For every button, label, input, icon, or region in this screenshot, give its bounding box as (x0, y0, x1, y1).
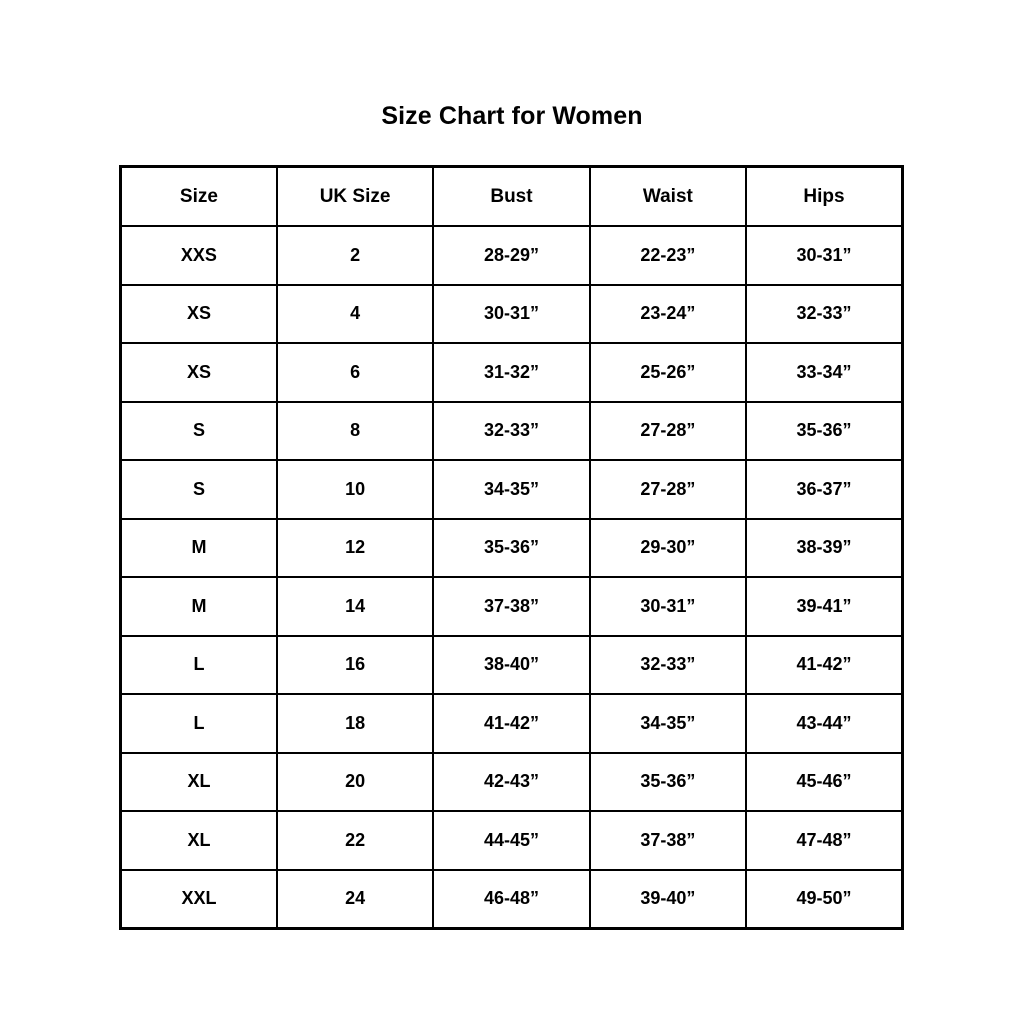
cell-hips: 32-33” (745, 283, 904, 344)
table-header-row: Size UK Size Bust Waist Hips (119, 165, 904, 227)
cell-size: XS (119, 342, 278, 403)
cell-uk-size: 16 (275, 634, 435, 695)
cell-hips: 36-37” (745, 459, 904, 520)
cell-size: M (119, 576, 278, 637)
cell-hips: 30-31” (745, 225, 904, 286)
table-row: XS 4 30-31” 23-24” 32-33” (119, 283, 904, 344)
cell-hips: 38-39” (745, 517, 904, 578)
cell-uk-size: 10 (275, 459, 435, 520)
table-row: XXS 2 28-29” 22-23” 30-31” (119, 225, 904, 286)
cell-waist: 35-36” (588, 751, 748, 812)
cell-size: L (119, 634, 278, 695)
cell-waist: 37-38” (588, 810, 748, 871)
cell-bust: 35-36” (432, 517, 591, 578)
column-header-hips: Hips (745, 165, 904, 227)
cell-uk-size: 2 (275, 225, 435, 286)
cell-size: XL (119, 810, 278, 871)
table-row: M 12 35-36” 29-30” 38-39” (119, 517, 904, 578)
cell-uk-size: 8 (275, 400, 435, 461)
column-header-uk-size: UK Size (275, 165, 435, 227)
cell-hips: 41-42” (745, 634, 904, 695)
cell-bust: 42-43” (432, 751, 591, 812)
cell-size: XXS (119, 225, 278, 286)
cell-waist: 25-26” (588, 342, 748, 403)
table-row: XL 20 42-43” 35-36” 45-46” (119, 751, 904, 812)
table-row: XXL 24 46-48” 39-40” 49-50” (119, 868, 904, 930)
table-row: L 16 38-40” 32-33” 41-42” (119, 634, 904, 695)
cell-waist: 22-23” (588, 225, 748, 286)
cell-bust: 30-31” (432, 283, 591, 344)
cell-hips: 39-41” (745, 576, 904, 637)
cell-bust: 28-29” (432, 225, 591, 286)
cell-bust: 31-32” (432, 342, 591, 403)
table-header: Size UK Size Bust Waist Hips (119, 165, 904, 227)
cell-hips: 45-46” (745, 751, 904, 812)
cell-waist: 32-33” (588, 634, 748, 695)
cell-uk-size: 18 (275, 693, 435, 754)
cell-bust: 34-35” (432, 459, 591, 520)
cell-uk-size: 4 (275, 283, 435, 344)
size-chart-table-container: Size UK Size Bust Waist Hips XXS 2 28-29… (119, 165, 904, 930)
page-title: Size Chart for Women (381, 102, 643, 130)
column-header-size: Size (119, 165, 278, 227)
cell-size: XL (119, 751, 278, 812)
cell-hips: 49-50” (745, 868, 904, 930)
cell-size: L (119, 693, 278, 754)
cell-hips: 33-34” (745, 342, 904, 403)
cell-bust: 37-38” (432, 576, 591, 637)
table-row: L 18 41-42” 34-35” 43-44” (119, 693, 904, 754)
table-row: S 10 34-35” 27-28” 36-37” (119, 459, 904, 520)
cell-bust: 32-33” (432, 400, 591, 461)
cell-waist: 39-40” (588, 868, 748, 930)
size-chart-table: Size UK Size Bust Waist Hips XXS 2 28-29… (119, 165, 904, 930)
cell-bust: 44-45” (432, 810, 591, 871)
cell-hips: 35-36” (745, 400, 904, 461)
table-row: XS 6 31-32” 25-26” 33-34” (119, 342, 904, 403)
table-row: S 8 32-33” 27-28” 35-36” (119, 400, 904, 461)
cell-waist: 27-28” (588, 459, 748, 520)
cell-size: S (119, 400, 278, 461)
cell-waist: 30-31” (588, 576, 748, 637)
table-body: XXS 2 28-29” 22-23” 30-31” XS 4 30-31” 2… (119, 225, 904, 930)
cell-bust: 41-42” (432, 693, 591, 754)
cell-uk-size: 6 (275, 342, 435, 403)
cell-bust: 46-48” (432, 868, 591, 930)
cell-hips: 43-44” (745, 693, 904, 754)
cell-waist: 23-24” (588, 283, 748, 344)
cell-waist: 34-35” (588, 693, 748, 754)
table-row: M 14 37-38” 30-31” 39-41” (119, 576, 904, 637)
cell-waist: 29-30” (588, 517, 748, 578)
cell-hips: 47-48” (745, 810, 904, 871)
cell-size: M (119, 517, 278, 578)
column-header-bust: Bust (432, 165, 591, 227)
cell-uk-size: 22 (275, 810, 435, 871)
cell-size: XS (119, 283, 278, 344)
cell-bust: 38-40” (432, 634, 591, 695)
cell-uk-size: 20 (275, 751, 435, 812)
cell-uk-size: 12 (275, 517, 435, 578)
cell-uk-size: 14 (275, 576, 435, 637)
cell-size: S (119, 459, 278, 520)
column-header-waist: Waist (588, 165, 748, 227)
cell-size: XXL (119, 868, 278, 930)
table-row: XL 22 44-45” 37-38” 47-48” (119, 810, 904, 871)
cell-uk-size: 24 (275, 868, 435, 930)
cell-waist: 27-28” (588, 400, 748, 461)
